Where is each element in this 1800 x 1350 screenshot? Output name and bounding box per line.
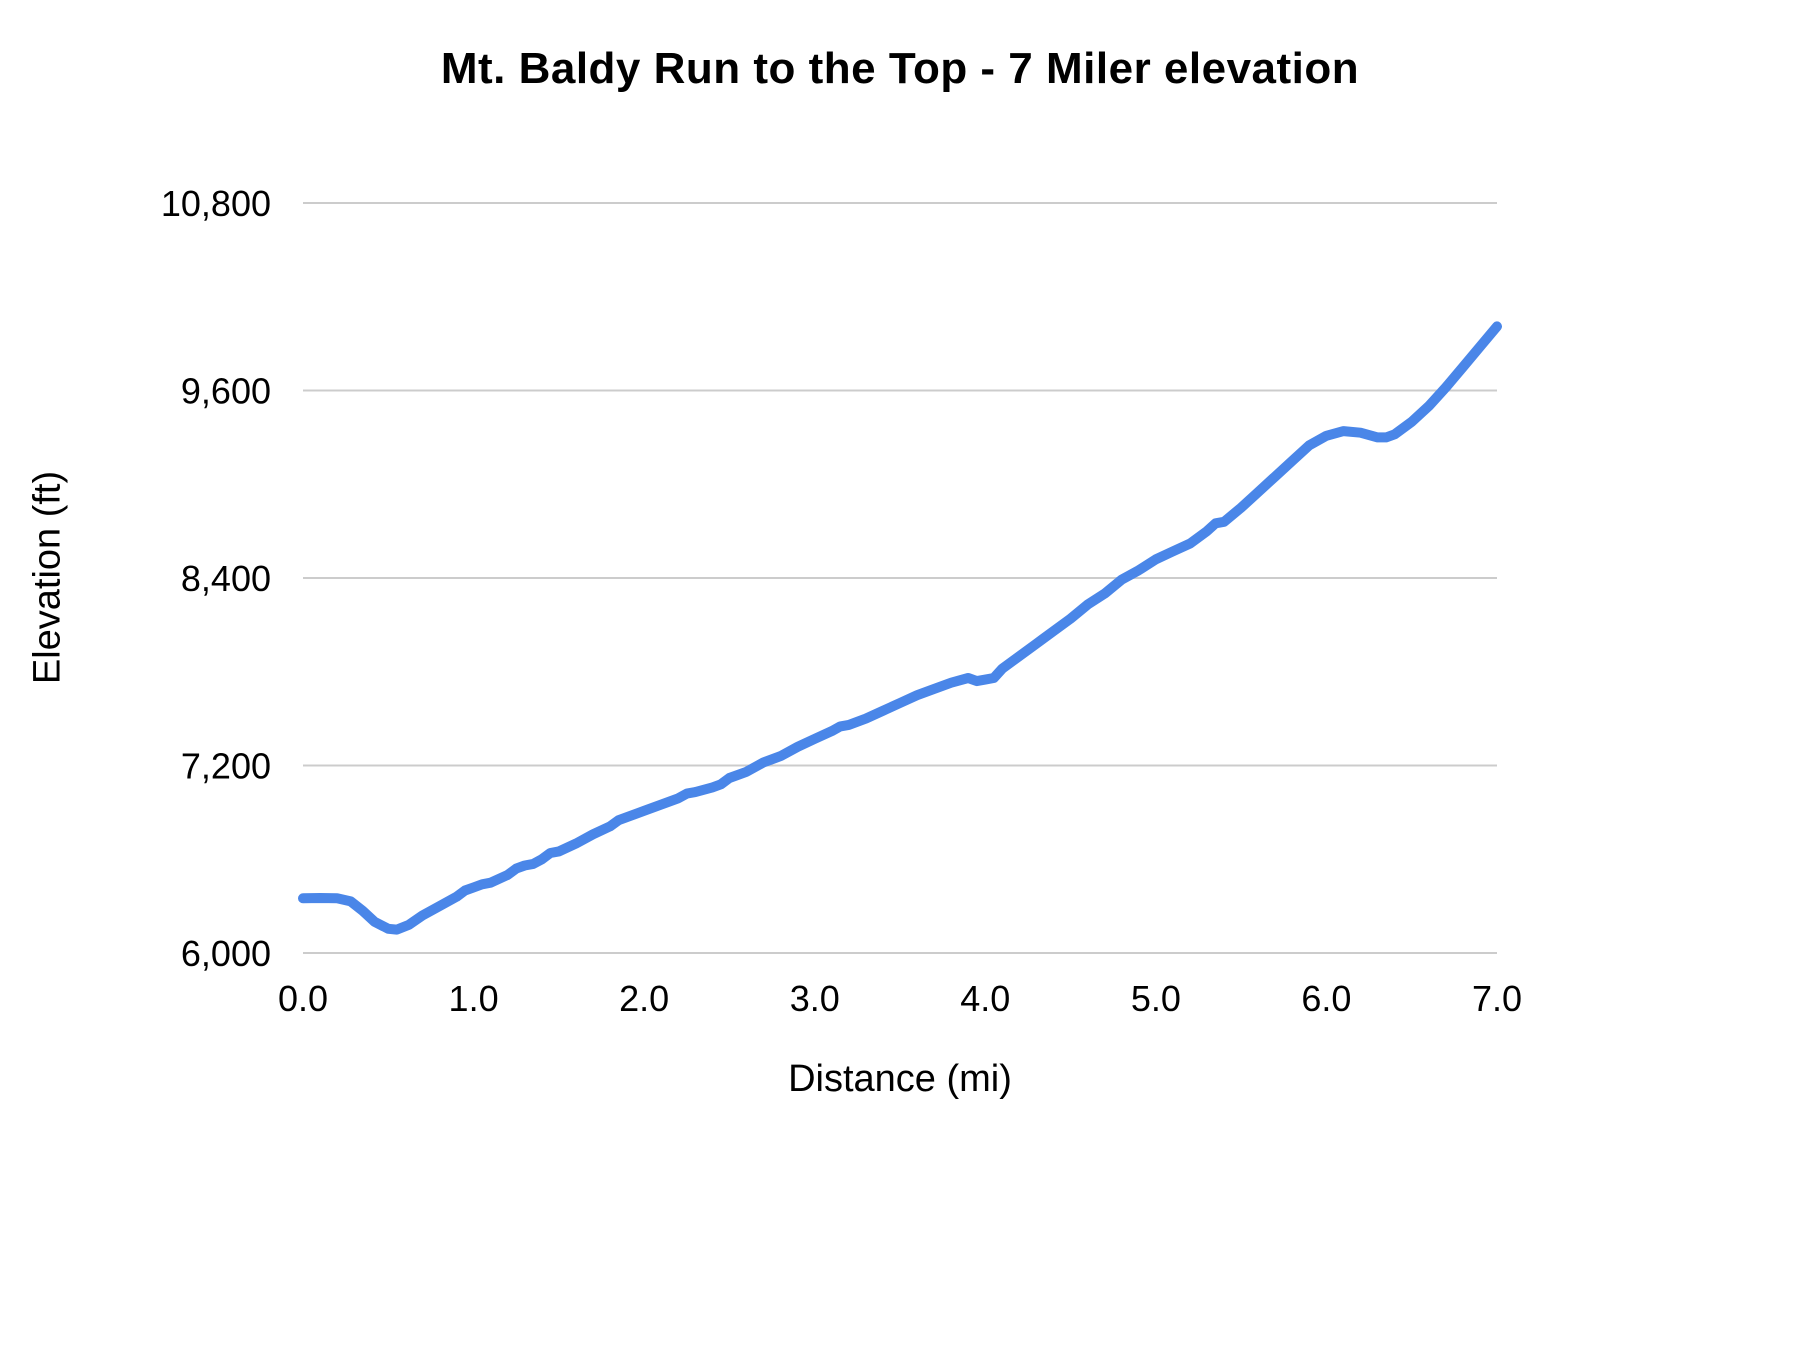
- x-axis-title: Distance (mi): [788, 1058, 1012, 1100]
- y-tick-labels: 6,000 7,200 8,400 9,600 10,800: [161, 183, 271, 974]
- y-tick-label: 6,000: [181, 933, 271, 974]
- x-tick-label: 2.0: [619, 978, 669, 1019]
- gridlines: [303, 202, 1497, 954]
- x-tick-label: 0.0: [278, 978, 328, 1019]
- x-tick-label: 6.0: [1301, 978, 1351, 1019]
- x-tick-label: 5.0: [1131, 978, 1181, 1019]
- y-tick-label: 7,200: [181, 746, 271, 787]
- x-tick-label: 7.0: [1472, 978, 1522, 1019]
- y-tick-label: 9,600: [181, 371, 271, 412]
- x-tick-labels: 0.0 1.0 2.0 3.0 4.0 5.0 6.0 7.0: [278, 978, 1522, 1019]
- x-tick-label: 3.0: [790, 978, 840, 1019]
- x-tick-label: 1.0: [449, 978, 499, 1019]
- y-tick-label: 10,800: [161, 183, 271, 224]
- x-tick-label: 4.0: [960, 978, 1010, 1019]
- chart-title: Mt. Baldy Run to the Top - 7 Miler eleva…: [440, 44, 1360, 93]
- elevation-line: [298, 321, 1502, 935]
- y-tick-label: 8,400: [181, 558, 271, 599]
